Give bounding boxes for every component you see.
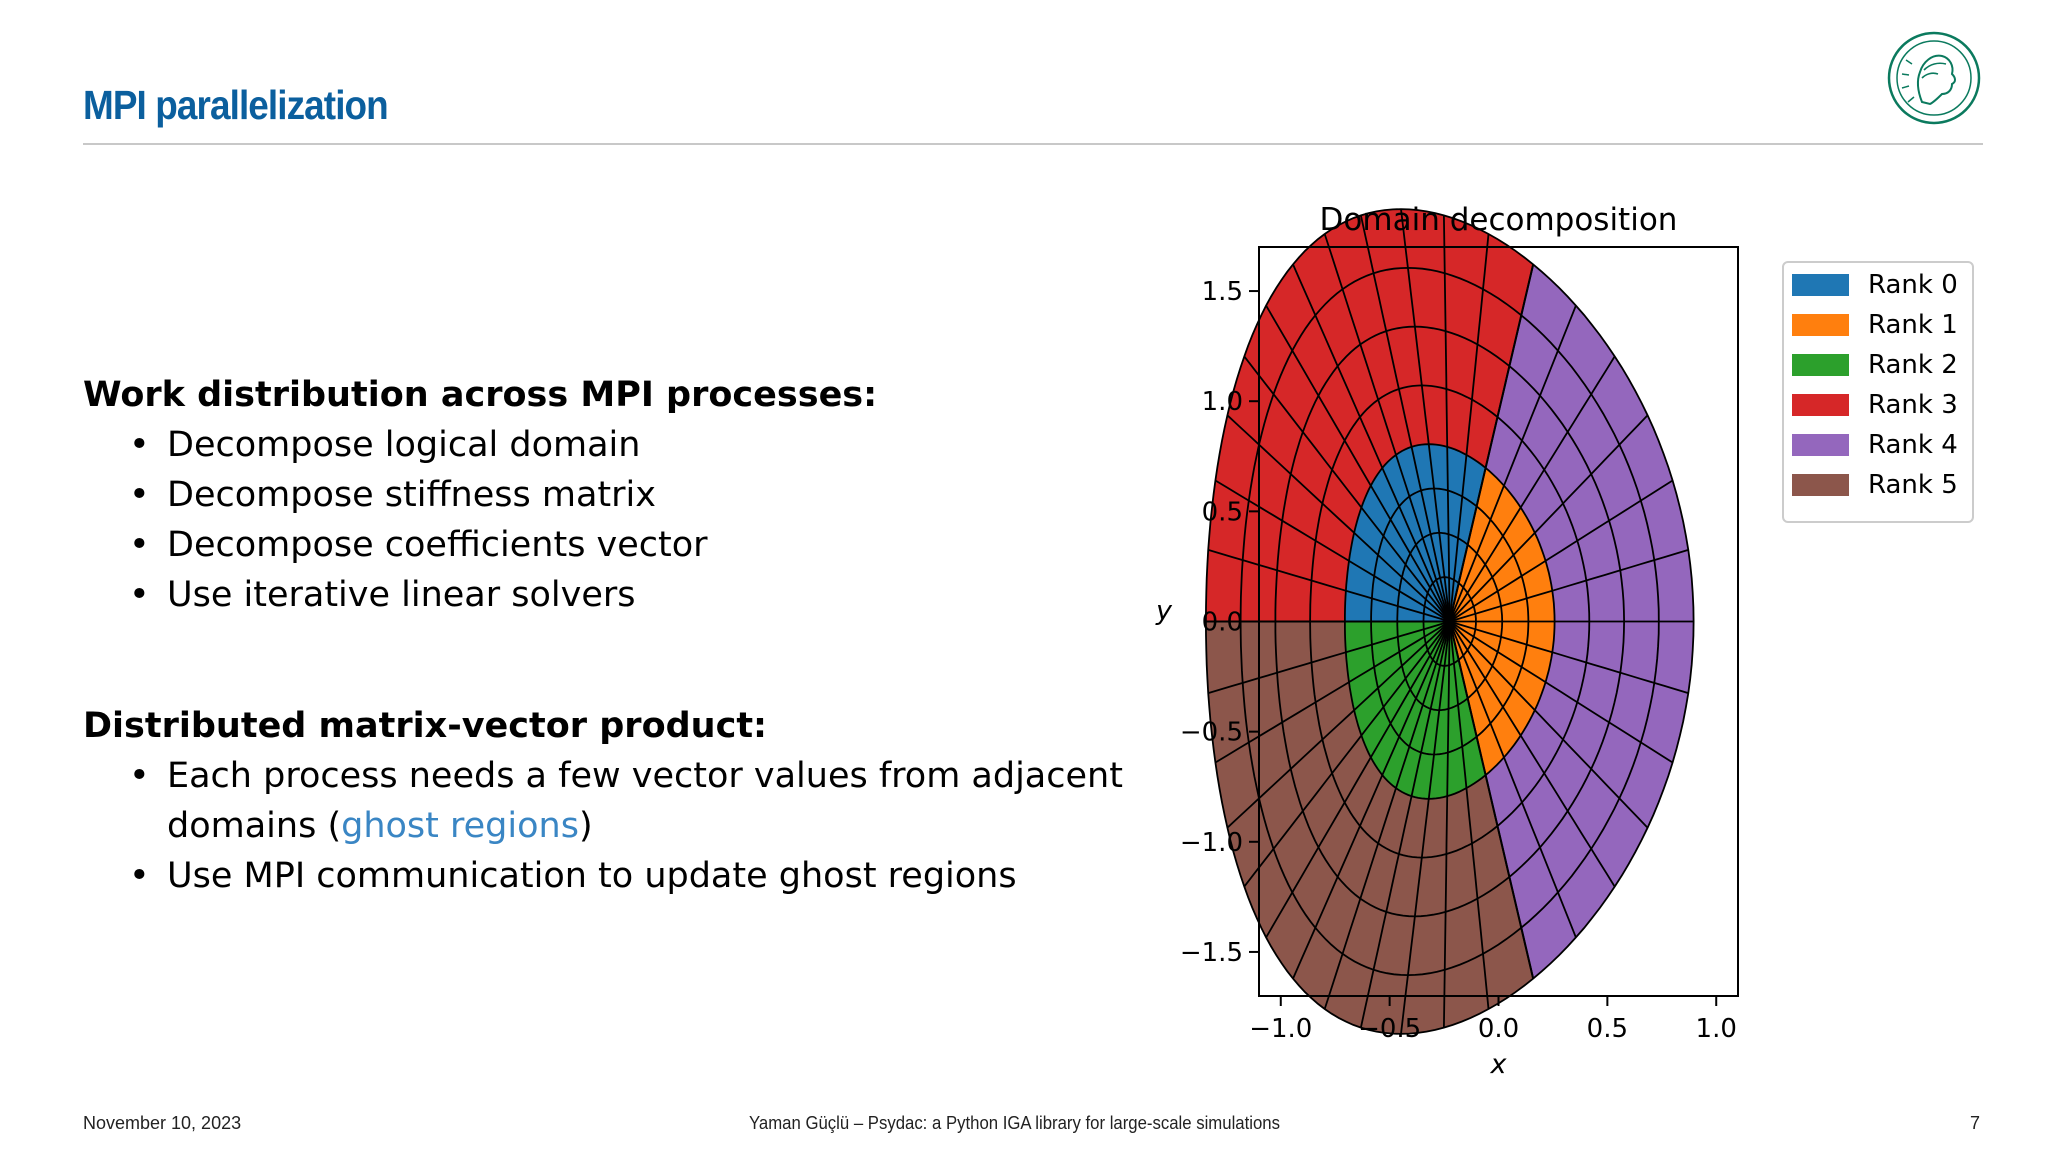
- rank-1-region: [1449, 467, 1555, 776]
- bullet-item: Use MPI communication to update ghost re…: [83, 851, 1123, 901]
- mesh-radial-line: [1243, 620, 1451, 888]
- legend-label: Rank 4: [1868, 430, 1958, 460]
- mesh-radial-line: [1449, 620, 1674, 764]
- mesh-ring-line: [1274, 325, 1625, 918]
- ghost-regions-link[interactable]: ghost regions: [341, 806, 579, 846]
- mesh-radial-line: [1448, 621, 1616, 888]
- y-tick-label: −1.5: [1180, 938, 1243, 968]
- legend-label: Rank 2: [1868, 350, 1958, 380]
- y-tick-label: 0.0: [1202, 608, 1243, 638]
- legend-label: Rank 5: [1868, 470, 1958, 500]
- section-heading-work-distribution: Work distribution across MPI processes:: [83, 375, 878, 415]
- x-tick-label: 1.0: [1696, 1014, 1737, 1044]
- mesh-radial-line: [1226, 414, 1451, 623]
- rank-4-region: [1485, 264, 1694, 979]
- mesh-radial-line: [1449, 620, 1649, 829]
- title-divider: [83, 143, 1983, 145]
- mesh-radial-line: [1226, 620, 1451, 829]
- mesh-radial-line: [1292, 621, 1451, 979]
- mesh-ring-line: [1396, 531, 1504, 712]
- x-tick-label: 0.5: [1587, 1014, 1628, 1044]
- rank-2-region: [1344, 621, 1486, 799]
- footer-page-number: 7: [1970, 1113, 1981, 1133]
- mesh-radial-line: [1448, 264, 1535, 622]
- mesh-ring-line: [1309, 384, 1591, 859]
- footer-date: November 10, 2023: [83, 1113, 242, 1133]
- bullet-text: Each process needs a few vector values f…: [167, 756, 1123, 846]
- section-heading-matvec: Distributed matrix-vector product:: [83, 706, 768, 746]
- mesh-radial-line: [1243, 355, 1451, 623]
- rank-5-region: [1205, 621, 1534, 1034]
- plot-frame: [1258, 246, 1739, 997]
- mesh-radial-line: [1449, 414, 1649, 623]
- mesh-radial-line: [1323, 621, 1451, 1010]
- mesh-radial-line: [1265, 621, 1451, 938]
- bullet-item: Each process needs a few vector values f…: [83, 751, 1123, 851]
- mesh-radial-line: [1443, 621, 1451, 1028]
- legend-swatch: [1792, 354, 1849, 376]
- x-tick-label: 0.0: [1478, 1014, 1519, 1044]
- partition-boundary-line: [1448, 264, 1535, 622]
- x-tick-label: −1.0: [1249, 1014, 1312, 1044]
- mesh-radial-line: [1448, 355, 1616, 622]
- slide-title: MPI parallelization: [83, 82, 389, 128]
- legend-swatch: [1792, 474, 1849, 496]
- mesh-ring-line: [1205, 208, 1695, 1035]
- bullet-item: Decompose coefficients vector: [83, 520, 1123, 570]
- bullet-item: Decompose logical domain: [83, 420, 1123, 470]
- mesh-radial-line: [1448, 233, 1490, 622]
- mesh-radial-line: [1449, 549, 1689, 623]
- rank-0-region: [1344, 444, 1486, 622]
- legend-label: Rank 1: [1868, 310, 1958, 340]
- mesh-radial-line: [1448, 621, 1577, 938]
- x-axis-label: x: [1490, 1049, 1508, 1080]
- mesh-radial-line: [1292, 264, 1451, 622]
- legend-label: Rank 3: [1868, 390, 1958, 420]
- mesh-ring-line: [1370, 487, 1530, 756]
- mesh-radial-line: [1360, 621, 1451, 1028]
- mesh-radial-line: [1323, 233, 1451, 622]
- mesh-radial-line: [1448, 305, 1577, 622]
- bullet-list-work-distribution: Decompose logical domain Decompose stiff…: [83, 420, 1123, 620]
- chart-title: Domain decomposition: [1320, 202, 1678, 238]
- mesh-radial-line: [1448, 621, 1535, 979]
- mesh-radial-line: [1400, 621, 1451, 1035]
- bullet-text-close: ): [578, 806, 593, 846]
- max-planck-logo-icon: [1887, 31, 1981, 125]
- mesh-radial-line: [1443, 215, 1451, 622]
- mesh-radial-line: [1449, 479, 1674, 623]
- legend-swatch: [1792, 314, 1849, 336]
- mesh-radial-line: [1448, 621, 1490, 1010]
- mesh-radial-line: [1400, 208, 1451, 622]
- y-tick-label: 1.5: [1202, 277, 1243, 307]
- legend-label: Rank 0: [1868, 270, 1958, 300]
- partition-boundary-line: [1448, 621, 1535, 979]
- bullet-item: Use iterative linear solvers: [83, 570, 1123, 620]
- legend-swatch: [1792, 394, 1849, 416]
- mesh-ring-line: [1344, 443, 1556, 800]
- slide-body: Work distribution across MPI processes: …: [83, 370, 1123, 901]
- legend-box: [1782, 261, 1974, 523]
- mesh-radial-line: [1214, 479, 1451, 623]
- mesh-radial-line: [1449, 620, 1689, 694]
- bullet-list-matvec: Each process needs a few vector values f…: [83, 751, 1123, 901]
- mesh-radial-line: [1360, 215, 1451, 622]
- bullet-item: Decompose stiffness matrix: [83, 470, 1123, 520]
- mesh-radial-line: [1207, 620, 1450, 694]
- mesh-radial-line: [1207, 549, 1450, 623]
- legend-swatch: [1792, 274, 1849, 296]
- y-tick-label: −1.0: [1180, 828, 1243, 858]
- mesh-ring-line: [1239, 266, 1660, 977]
- mesh-ring-line: [1422, 576, 1477, 667]
- y-tick-label: 1.0: [1202, 387, 1243, 417]
- y-tick-label: −0.5: [1180, 718, 1243, 748]
- legend-swatch: [1792, 434, 1849, 456]
- mesh-radial-line: [1214, 620, 1451, 764]
- rank-3-region: [1205, 209, 1534, 622]
- mesh-radial-line: [1265, 305, 1451, 622]
- y-tick-label: 0.5: [1202, 497, 1243, 527]
- footer-presentation-info: Yaman Güçlü – Psydac: a Python IGA libra…: [749, 1113, 1280, 1133]
- y-axis-label: y: [1155, 596, 1173, 627]
- x-tick-label: −0.5: [1358, 1014, 1421, 1044]
